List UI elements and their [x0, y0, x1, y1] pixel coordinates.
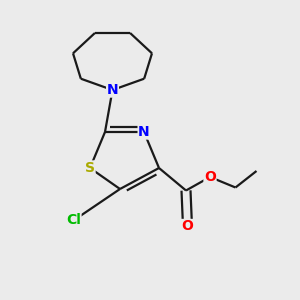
Text: Cl: Cl — [66, 214, 81, 227]
Text: N: N — [107, 83, 118, 97]
Text: S: S — [85, 161, 95, 175]
Text: O: O — [182, 220, 194, 233]
Text: N: N — [138, 125, 150, 139]
Text: O: O — [204, 170, 216, 184]
